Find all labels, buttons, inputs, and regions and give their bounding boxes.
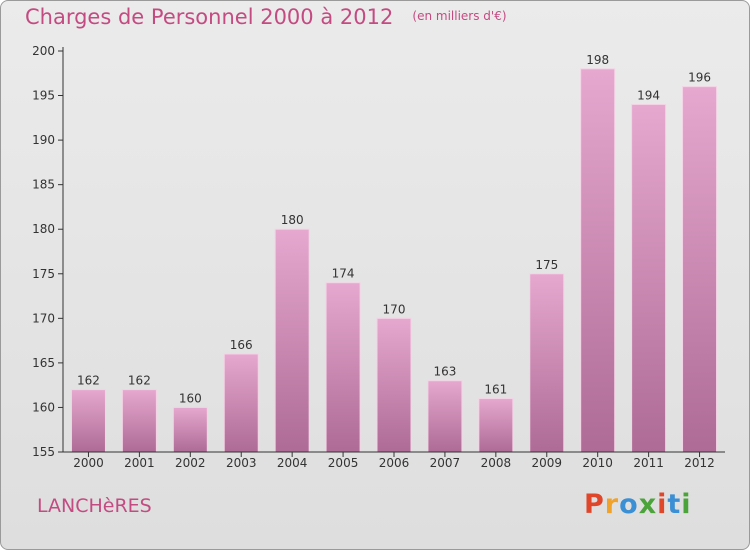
bars-group: 162 162 160 166 180 174 170 163 161 175 198 194 196	[70, 53, 718, 453]
proxiti-logo-letter: t	[667, 489, 682, 520]
y-tick-label-175: 175	[32, 267, 55, 281]
bar-2009	[529, 273, 565, 453]
proxiti-logo-letter: o	[619, 489, 639, 520]
bar-2004	[274, 228, 310, 453]
y-tick-label-155: 155	[32, 445, 55, 459]
x-tick-label-2007: 2007	[430, 456, 461, 470]
value-label-2001: 162	[128, 374, 151, 388]
value-label-2003: 166	[230, 338, 253, 352]
chart-unit: (en milliers d'€)	[412, 9, 507, 23]
value-label-2008: 161	[484, 383, 507, 397]
x-tick-label-2012: 2012	[684, 456, 715, 470]
value-label-2006: 170	[383, 302, 406, 316]
value-label-2012: 196	[688, 71, 711, 85]
y-tick-label-200: 200	[32, 44, 55, 58]
x-tick-label-2010: 2010	[582, 456, 613, 470]
value-label-2002: 160	[179, 391, 202, 405]
y-tick-label-195: 195	[32, 89, 55, 103]
bar-2000	[70, 389, 106, 453]
y-tick-label-170: 170	[32, 311, 55, 325]
x-tick-label-2011: 2011	[633, 456, 664, 470]
y-tick-label-165: 165	[32, 356, 55, 370]
y-tick-label-180: 180	[32, 222, 55, 236]
chart-title-text: Charges de Personnel 2000 à 2012	[25, 5, 394, 29]
commune-name: LANCHèRES	[37, 495, 152, 517]
y-tick-label-190: 190	[32, 133, 55, 147]
x-tick-label-2002: 2002	[175, 456, 206, 470]
x-tick-label-2009: 2009	[531, 456, 562, 470]
bar-2003	[223, 353, 259, 453]
x-tick-label-2003: 2003	[226, 456, 257, 470]
proxiti-logo-letter: x	[638, 489, 658, 520]
y-tick-label-185: 185	[32, 178, 55, 192]
bar-2010	[580, 68, 616, 453]
x-tick-label-2004: 2004	[277, 456, 308, 470]
value-label-2005: 174	[332, 267, 355, 281]
value-label-2007: 163	[433, 365, 456, 379]
bar-2002	[172, 406, 208, 453]
x-tick-label-2006: 2006	[379, 456, 410, 470]
proxiti-logo: Proxiti	[584, 489, 692, 520]
x-tick-label-2005: 2005	[328, 456, 359, 470]
value-label-2010: 198	[586, 53, 609, 67]
proxiti-logo-letter: i	[681, 489, 692, 520]
bar-2005	[325, 282, 361, 453]
value-label-2011: 194	[637, 88, 660, 102]
value-label-2004: 180	[281, 213, 304, 227]
x-tick-label-2008: 2008	[481, 456, 512, 470]
bar-2008	[478, 398, 514, 453]
bar-2012	[682, 86, 718, 453]
x-tick-label-2000: 2000	[73, 456, 104, 470]
bar-2001	[121, 389, 157, 453]
value-label-2000: 162	[77, 374, 100, 388]
proxiti-logo-letter: i	[657, 489, 668, 520]
x-tick-label-2001: 2001	[124, 456, 155, 470]
bar-2011	[631, 103, 667, 453]
proxiti-logo-letter: P	[584, 489, 605, 520]
bar-2007	[427, 380, 463, 453]
axes-group: 2000 2001 2002 2003 2004 2005 2006 2007 2008 2009…	[32, 44, 725, 470]
bar-2006	[376, 317, 412, 453]
value-label-2009: 175	[535, 258, 558, 272]
y-tick-label-160: 160	[32, 400, 55, 414]
proxiti-logo-letter: r	[604, 489, 620, 520]
chart-title: Charges de Personnel 2000 à 2012 (en mil…	[25, 5, 507, 29]
